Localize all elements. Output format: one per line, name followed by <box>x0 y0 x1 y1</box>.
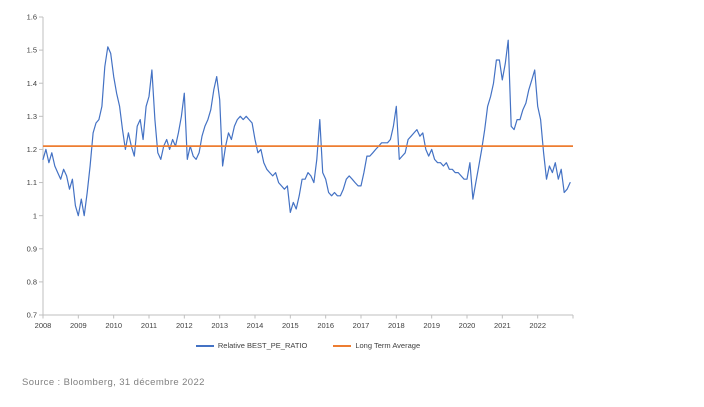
svg-text:0.9: 0.9 <box>27 244 37 253</box>
svg-text:2022: 2022 <box>529 321 546 330</box>
svg-text:2016: 2016 <box>317 321 334 330</box>
svg-text:2013: 2013 <box>211 321 228 330</box>
svg-text:1.3: 1.3 <box>27 112 37 121</box>
legend-item-pe-ratio: Relative BEST_PE_RATIO <box>195 341 308 350</box>
svg-text:2017: 2017 <box>353 321 370 330</box>
svg-text:2019: 2019 <box>423 321 440 330</box>
line-swatch-icon <box>195 344 214 347</box>
svg-text:2020: 2020 <box>459 321 476 330</box>
legend-label-pe-ratio: Relative BEST_PE_RATIO <box>217 341 308 350</box>
svg-text:2010: 2010 <box>105 321 122 330</box>
svg-text:2011: 2011 <box>141 321 157 330</box>
svg-text:1: 1 <box>33 211 37 220</box>
svg-text:0.8: 0.8 <box>27 277 37 286</box>
svg-text:2009: 2009 <box>70 321 87 330</box>
svg-text:1.1: 1.1 <box>27 178 37 187</box>
chart-legend: Relative BEST_PE_RATIO Long Term Average <box>43 341 573 350</box>
svg-text:2012: 2012 <box>176 321 193 330</box>
svg-text:1.5: 1.5 <box>27 46 37 55</box>
svg-text:0.7: 0.7 <box>27 311 37 320</box>
svg-text:2015: 2015 <box>282 321 299 330</box>
line-swatch-icon <box>333 344 352 347</box>
legend-item-long-term-average: Long Term Average <box>333 341 420 350</box>
svg-text:1.2: 1.2 <box>27 145 37 154</box>
svg-text:2014: 2014 <box>247 321 264 330</box>
source-note: Source : Bloomberg, 31 décembre 2022 <box>22 377 205 388</box>
svg-text:1.4: 1.4 <box>27 79 37 88</box>
svg-text:2008: 2008 <box>35 321 52 330</box>
svg-text:2018: 2018 <box>388 321 405 330</box>
svg-text:1.6: 1.6 <box>27 13 37 22</box>
legend-label-long-term-average: Long Term Average <box>355 341 421 350</box>
svg-text:2021: 2021 <box>494 321 511 330</box>
